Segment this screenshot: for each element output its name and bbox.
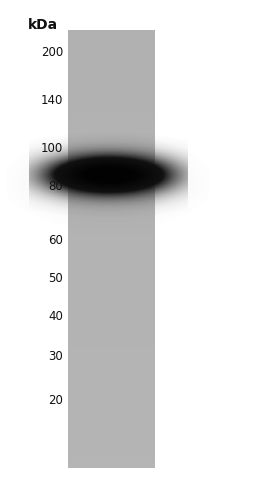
Text: 140: 140 bbox=[41, 94, 63, 106]
Text: 60: 60 bbox=[48, 233, 63, 246]
Text: 20: 20 bbox=[48, 393, 63, 407]
Text: 50: 50 bbox=[48, 271, 63, 285]
Text: 40: 40 bbox=[48, 310, 63, 324]
Text: 100: 100 bbox=[41, 142, 63, 156]
Text: 30: 30 bbox=[48, 350, 63, 364]
Text: 200: 200 bbox=[41, 45, 63, 59]
Text: 80: 80 bbox=[48, 180, 63, 192]
Text: kDa: kDa bbox=[28, 18, 58, 32]
